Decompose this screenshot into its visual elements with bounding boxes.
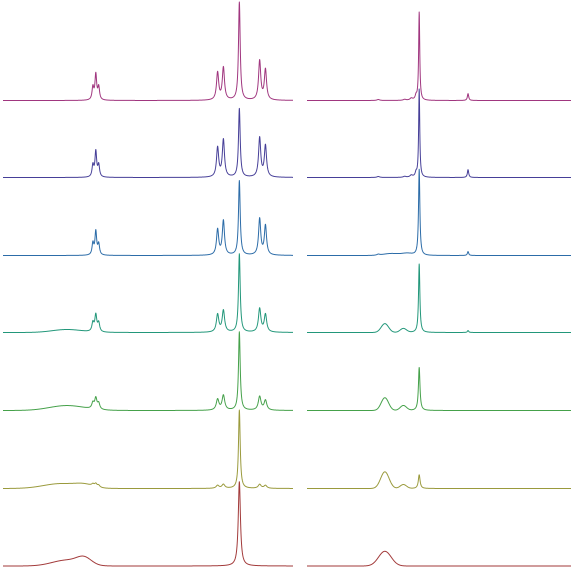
left-spectrum-trace-4: [2, 253, 294, 333]
left-spectrum-trace-3: [2, 180, 294, 256]
right-spectrum-trace-2: [306, 88, 572, 178]
right-spectra-panel: [306, 11, 572, 567]
right-spectrum-trace-3: [306, 168, 572, 256]
right-spectrum-trace-4: [306, 263, 572, 333]
right-spectrum-trace-6: [306, 471, 572, 489]
left-spectra-panel: [2, 1, 294, 567]
left-spectrum-trace-5: [2, 331, 294, 411]
left-spectrum-trace-1: [2, 1, 294, 101]
left-spectrum-trace-6: [2, 409, 294, 489]
left-spectrum-trace-2: [2, 107, 294, 178]
right-spectrum-trace-7: [306, 550, 572, 567]
left-spectrum-trace-7: [2, 481, 294, 567]
right-spectrum-trace-1: [306, 11, 572, 101]
right-spectrum-trace-5: [306, 366, 572, 411]
